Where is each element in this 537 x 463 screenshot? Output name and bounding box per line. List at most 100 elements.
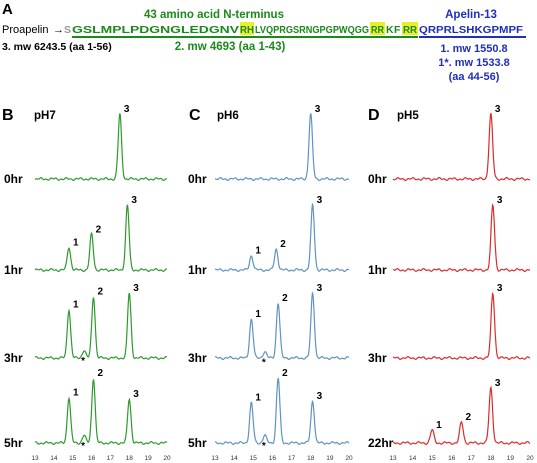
x-tick-pH7-18: 18 [126,455,134,462]
time-label-pH5-0hr: 0hr [368,172,387,186]
peak-label-pH7-3hr-3: 3 [133,283,139,294]
panel-c-title: pH6 [217,110,239,122]
peak-label-pH7-5hr-*: * [81,441,85,452]
time-label-pH7-3hr: 3hr [4,351,23,365]
peak-label-pH5-22hr-3: 3 [495,378,501,389]
peak-label-pH6-0hr-3: 3 [315,104,321,115]
seq-green-2: LVQPRGSRNGPGPWQGG [255,24,369,36]
seq-rr-2: RR [403,24,417,36]
peak-label-pH7-3hr-2: 2 [97,286,103,297]
x-tick-pH5-20: 20 [526,455,534,462]
peak-label-pH6-3hr-*: * [262,358,266,369]
peak-label-pH7-5hr-1: 1 [73,388,79,399]
x-tick-pH6-20: 20 [345,455,353,462]
panel-b-title: pH7 [34,110,56,122]
x-tick-pH7-15: 15 [69,455,77,462]
apelin-13-title: Apelin-13 [445,9,497,21]
n-terminus-title: 43 amino acid N-terminus [144,9,284,21]
peak-label-pH7-1hr-3: 3 [131,195,137,206]
fragment-1-label: 1. mw 1550.8 [440,43,507,55]
x-tick-pH5-14: 14 [409,455,417,462]
panel-d-letter: D [368,107,380,124]
peak-label-pH6-5hr-3: 3 [317,391,323,402]
peak-label-pH7-5hr-3: 3 [133,389,139,400]
x-tick-pH5-19: 19 [507,455,515,462]
x-tick-pH5-17: 17 [468,455,476,462]
fragment-1star-label: 1*. mw 1533.8 [438,57,510,69]
seq-rh: RH [240,24,254,36]
panel-a-letter: A [2,1,13,18]
peak-label-pH7-1hr-2: 2 [96,224,102,235]
peak-label-pH5-0hr-3: 3 [495,104,501,115]
time-label-pH6-0hr: 0hr [188,172,207,186]
peak-label-pH6-5hr-1: 1 [255,393,261,404]
trace-pH5-3hr [392,291,531,361]
time-label-pH5-1hr: 1hr [368,263,387,277]
x-tick-pH7-13: 13 [31,455,39,462]
time-label-pH7-5hr: 5hr [4,436,23,450]
peak-label-pH6-3hr-3: 3 [317,283,323,294]
x-tick-pH6-19: 19 [326,455,334,462]
proapelin-arrow: → [53,24,64,36]
peak-label-pH7-3hr-*: * [81,356,85,367]
time-label-pH6-5hr: 5hr [188,436,207,450]
peak-label-pH5-22hr-2: 2 [466,412,472,423]
peak-label-pH5-3hr-3: 3 [497,283,503,294]
peak-label-pH7-1hr-1: 1 [73,237,79,248]
fragment-1-range: (aa 44-56) [449,71,500,83]
x-tick-pH6-17: 17 [288,455,296,462]
x-tick-pH7-20: 20 [163,455,171,462]
peak-label-pH5-22hr-1: 1 [436,420,442,431]
seq-green-1: GSLMPLPDGNGLEDGNV [72,24,239,36]
x-tick-pH5-16: 16 [448,455,456,462]
x-tick-pH7-16: 16 [88,455,96,462]
peak-label-pH5-1hr-3: 3 [497,195,503,206]
peak-label-pH6-1hr-3: 3 [317,195,323,206]
highlight-rr-2 [402,22,418,35]
proapelin-label: Proapelin [2,24,48,36]
time-label-pH7-0hr: 0hr [4,172,23,186]
x-tick-pH7-17: 17 [107,455,115,462]
seq-f: F [394,24,401,36]
trace-pH7-3hr [34,292,168,361]
x-tick-pH5-15: 15 [429,455,437,462]
x-tick-pH6-18: 18 [307,455,315,462]
x-tick-pH7-19: 19 [145,455,153,462]
peak-label-pH6-5hr-2: 2 [282,368,288,379]
peak-label-pH6-3hr-1: 1 [255,309,261,320]
fragment-2-label: 2. mw 4693 (aa 1-43) [175,41,286,53]
trace-pH7-5hr [34,379,168,446]
peak-label-pH6-1hr-2: 2 [280,239,286,250]
trace-pH6-3hr [214,291,350,361]
x-tick-pH7-14: 14 [50,455,58,462]
peak-label-pH7-3hr-1: 1 [73,299,79,310]
seq-blue: QRPRLSHKGPMPF [419,24,524,36]
peak-label-pH6-1hr-1: 1 [255,246,261,257]
trace-pH6-0hr [214,113,350,182]
time-label-pH5-22hr: 22hr [368,436,394,450]
x-tick-pH5-18: 18 [487,455,495,462]
trace-pH7-0hr [34,113,168,182]
trace-pH6-5hr [215,377,350,446]
trace-pH5-22hr [392,385,531,446]
trace-pH5-1hr [392,203,530,273]
time-label-pH6-3hr: 3hr [188,351,207,365]
peak-label-pH6-5hr-*: * [262,441,266,452]
seq-k: K [386,24,394,36]
x-tick-pH6-15: 15 [250,455,258,462]
x-tick-pH6-16: 16 [269,455,277,462]
highlight-rr-1 [370,22,385,35]
highlight-rh [240,22,254,35]
peak-label-pH7-0hr-3: 3 [124,104,130,115]
panel-c-letter: C [189,107,201,124]
time-label-pH6-1hr: 1hr [188,263,207,277]
seq-rr-1: RR [371,24,384,36]
fragment-3-label: 3. mw 6243.5 (aa 1-56) [2,41,112,53]
x-tick-pH6-13: 13 [211,455,219,462]
x-tick-pH6-14: 14 [231,455,239,462]
trace-pH6-1hr [214,202,350,273]
trace-pH7-1hr [34,204,168,273]
panel-b-letter: B [2,107,14,124]
